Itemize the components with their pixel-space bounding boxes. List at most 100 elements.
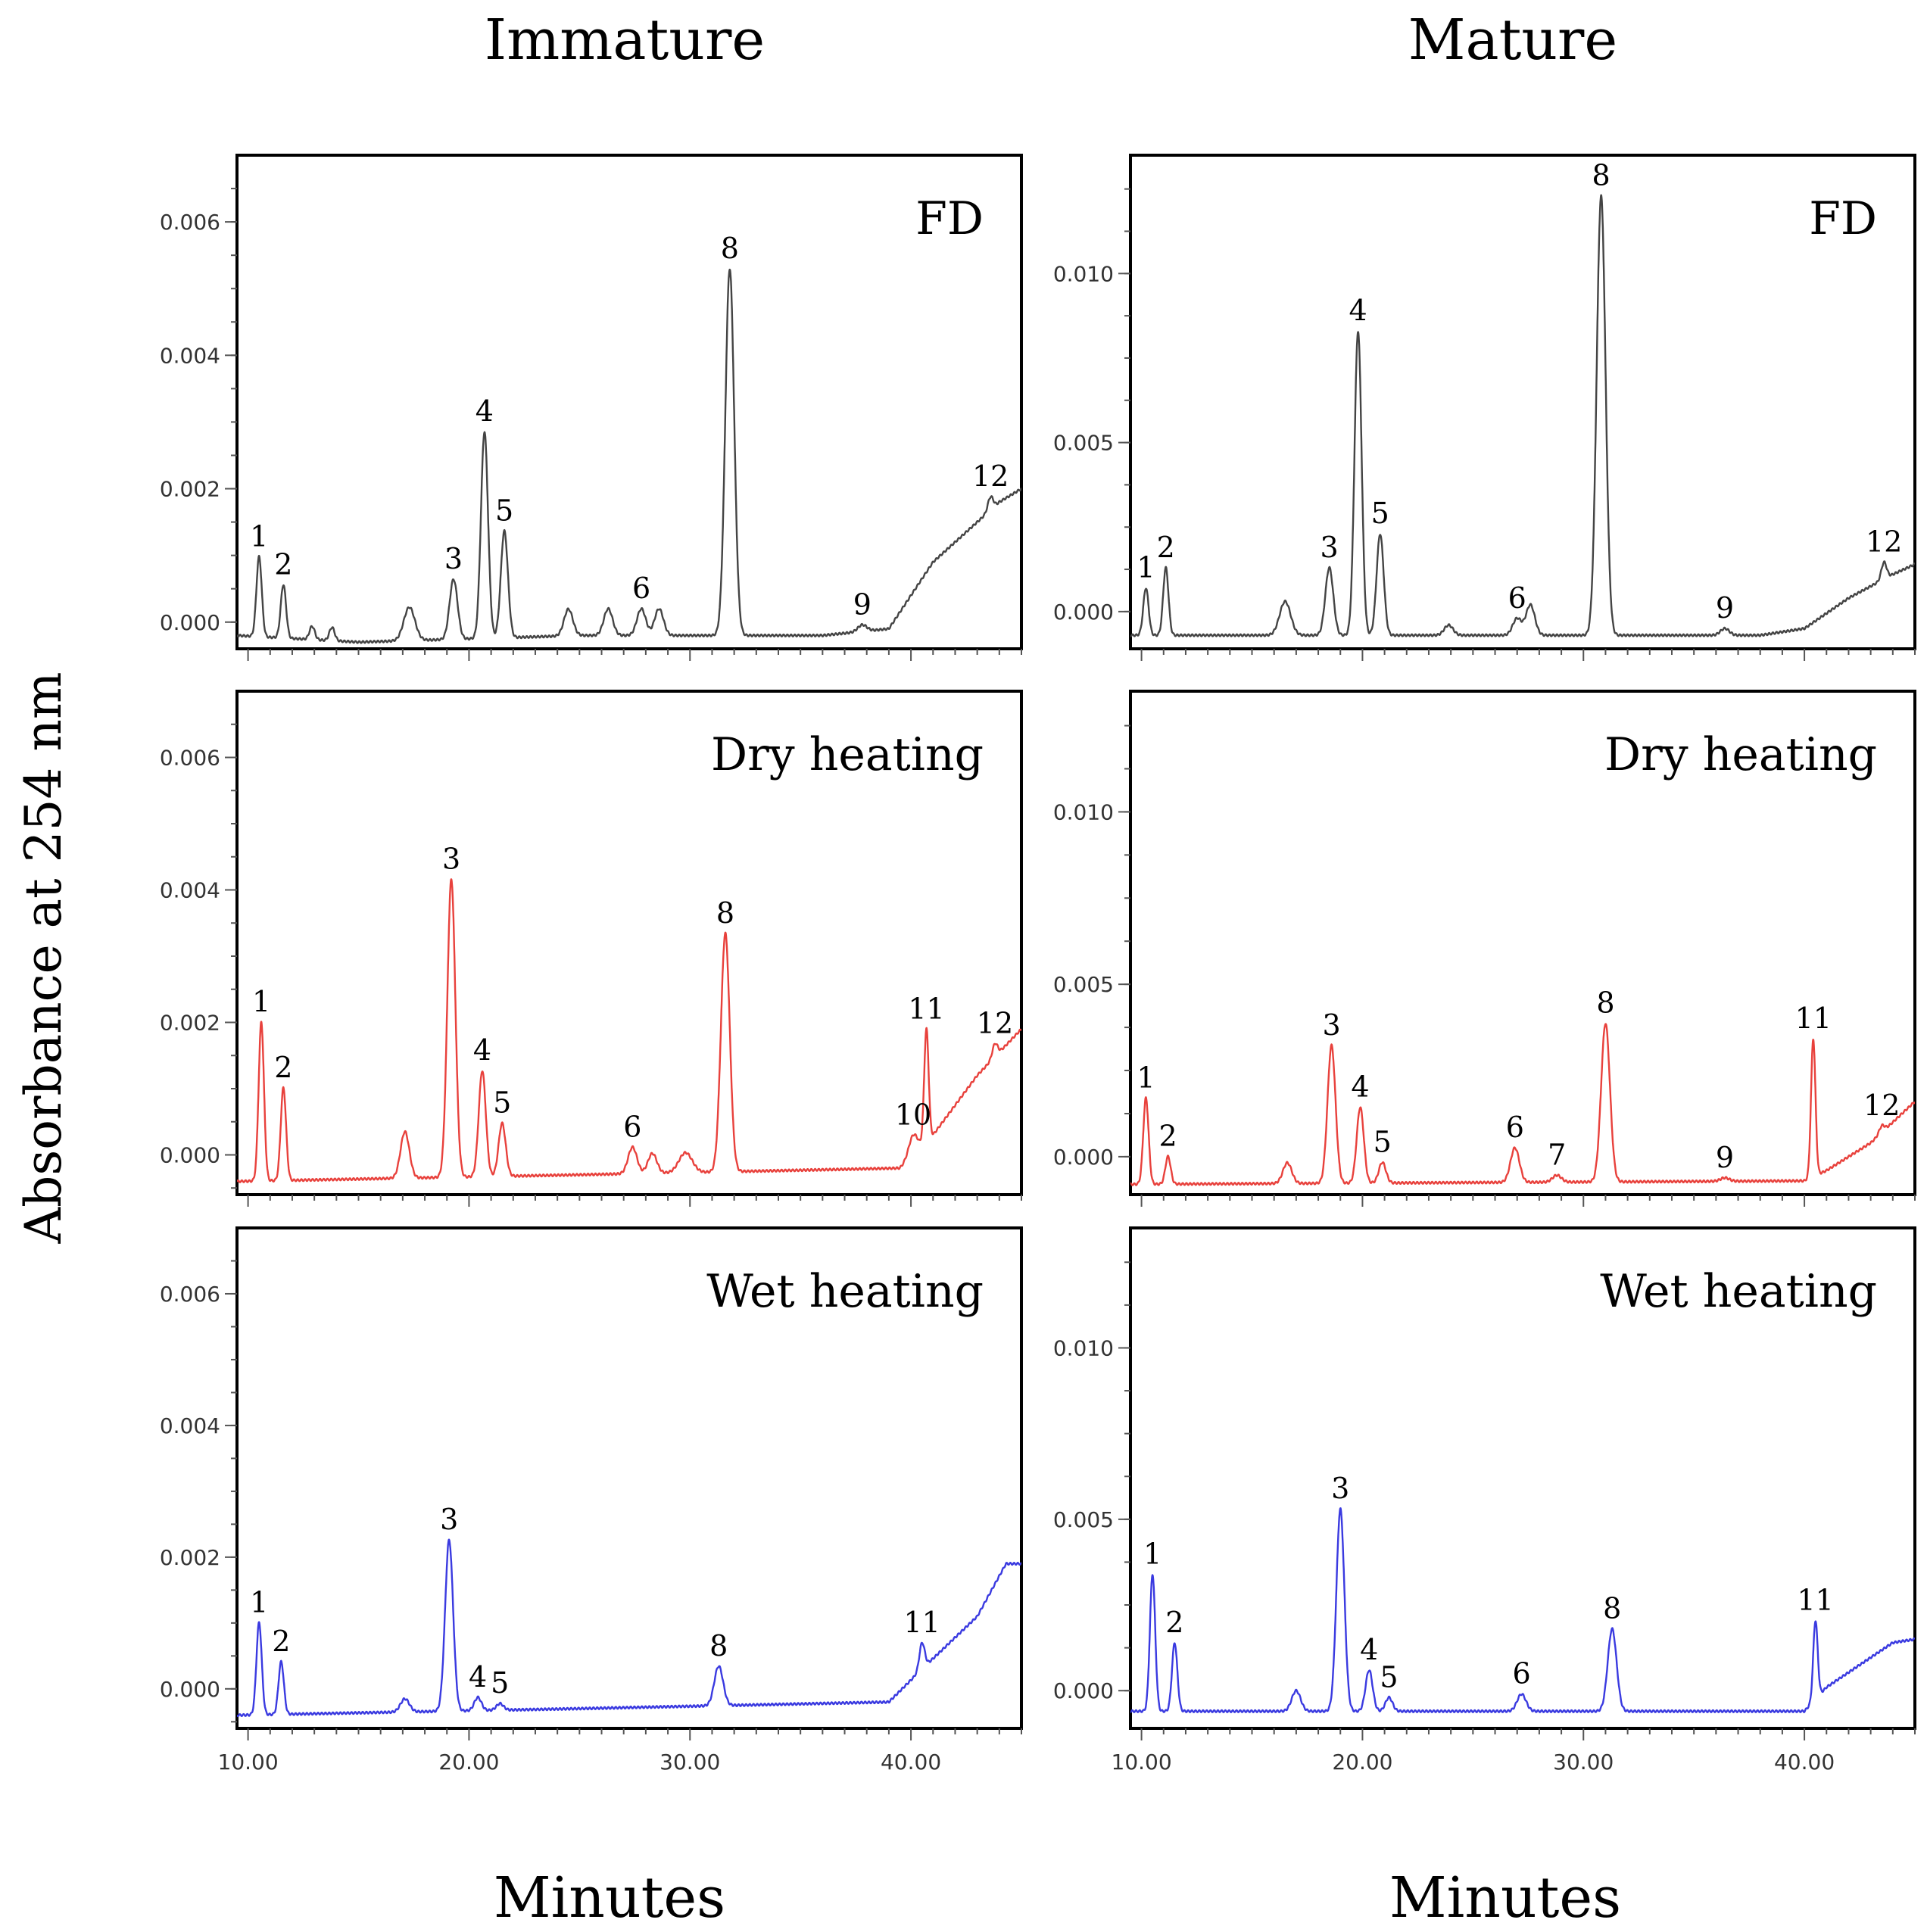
x-tick-label: 40.00 [1774,1750,1835,1775]
peak-label-5: 5 [491,1666,509,1700]
peak-label-9: 9 [1716,591,1734,625]
y-tick-label: 0.006 [160,210,220,235]
y-tick-label: 0.005 [1053,431,1114,456]
peak-label-8: 8 [1596,986,1614,1020]
peak-label-1: 1 [1137,1061,1155,1094]
y-tick-label: 0.002 [160,1011,220,1036]
peak-label-9: 9 [1716,1141,1734,1174]
y-tick-label: 0.002 [160,477,220,502]
panel-title: FD [915,192,984,245]
peak-label-3: 3 [440,1503,458,1536]
peak-label-6: 6 [632,572,650,605]
plot-frame [1129,1226,1916,1730]
panel-title: Wet heating [1600,1265,1877,1318]
peak-label-6: 6 [623,1110,641,1143]
panel-immature-wet-heating: 0.000 0.002 0.004 0.006 10.00 20.00 30.00 40.00… [160,1226,1023,1775]
peak-label-3: 3 [444,542,463,575]
plot-frame [235,690,1023,1196]
y-tick-label: 0.010 [1053,799,1114,824]
y-tick-label: 0.000 [1053,1145,1114,1170]
peak-label-6: 6 [1506,1111,1524,1144]
y-axis-label: Absorbance at 254 nm [14,672,73,1244]
peak-label-8: 8 [1592,159,1611,192]
panel-title: Wet heating [706,1265,984,1318]
y-tick-label: 0.004 [160,343,220,368]
x-tick-label: 30.00 [1553,1750,1614,1775]
panel-mature-fd: 0.000 0.005 0.010 12 3 4 5 6 8 9 12 FD [1053,154,1916,661]
peak-label-1: 1 [1143,1537,1162,1570]
peak-label-5: 5 [1380,1660,1398,1694]
y-tick-label: 0.000 [1053,1678,1114,1703]
peak-label-2: 2 [272,1625,290,1658]
chromatogram-trace [237,1538,1021,1718]
peak-label-12: 12 [1866,525,1902,559]
panel-immature-fd: 0.000 0.002 0.004 0.006 12 3 4 5 6 8 9 12 FD [160,154,1023,661]
peak-label-5: 5 [495,494,513,527]
peak-label-11: 11 [1797,1583,1833,1616]
peak-label-3: 3 [1321,531,1339,564]
chromatogram-trace [1130,1023,1915,1186]
peak-label-1: 1 [250,1585,268,1619]
peak-label-7: 7 [1548,1138,1566,1171]
plot-frame [235,154,1023,650]
peak-label-9: 9 [853,587,872,621]
peak-label-8: 8 [716,896,734,930]
panel-title: Dry heating [711,728,984,781]
peak-label-4: 4 [473,1033,491,1067]
peak-label-6: 6 [1512,1657,1530,1690]
x-tick-label: 40.00 [881,1750,941,1775]
peak-label-2: 2 [274,1051,292,1084]
plot-frame [235,1226,1023,1730]
peak-label-8: 8 [709,1629,728,1662]
peak-label-11: 11 [908,992,944,1025]
y-tick-label: 0.000 [160,1143,220,1168]
peak-label-2: 2 [1165,1606,1183,1639]
y-tick-label: 0.004 [160,1413,220,1438]
chromatogram-trace [1130,194,1915,637]
peak-label-5: 5 [1374,1125,1392,1158]
panel-title: Dry heating [1604,728,1877,781]
peak-label-4: 4 [469,1660,487,1694]
peak-label-11: 11 [1795,1002,1832,1035]
panel-mature-wet-heating: 0.000 0.005 0.010 10.00 20.00 30.00 40.00 1 2 3 45… [1053,1226,1916,1775]
x-tick-label: 10.00 [218,1750,279,1775]
peak-label-2: 2 [1159,1120,1177,1153]
peak-label-4: 4 [1360,1633,1378,1666]
x-axis-label-right: Minutes [1389,1865,1621,1930]
y-tick-label: 0.010 [1053,1335,1114,1360]
y-tick-label: 0.005 [1053,1507,1114,1532]
y-tick-label: 0.004 [160,878,220,903]
peak-label-11: 11 [903,1606,940,1639]
peak-label-1: 1 [1137,551,1155,584]
peak-label-8: 8 [1603,1592,1621,1625]
peak-label-12: 12 [1863,1089,1900,1122]
peak-label-4: 4 [1349,294,1367,327]
y-tick-label: 0.010 [1053,261,1114,286]
y-tick-label: 0.002 [160,1545,220,1570]
y-tick-label: 0.000 [160,610,220,635]
chromatogram-trace [1130,1507,1915,1713]
peak-label-10: 10 [895,1098,931,1131]
peak-label-8: 8 [721,232,739,265]
y-tick-label: 0.006 [160,1282,220,1307]
x-tick-label: 20.00 [438,1750,499,1775]
peak-label-2: 2 [1157,531,1175,564]
chromatogram-trace [237,878,1021,1183]
peak-label-1: 1 [252,985,270,1018]
peak-label-12: 12 [977,1007,1013,1040]
peak-label-2: 2 [274,547,292,581]
peak-label-3: 3 [1322,1008,1340,1042]
y-tick-label: 0.006 [160,746,220,771]
peak-label-1: 1 [250,519,268,553]
plot-frame [1129,690,1916,1196]
peak-label-12: 12 [972,460,1009,493]
plot-frame [1129,154,1916,650]
x-tick-label: 30.00 [659,1750,720,1775]
peak-label-5: 5 [493,1086,511,1120]
peak-label-4: 4 [1351,1070,1369,1104]
x-axis-label-left: Minutes [494,1865,725,1930]
peak-label-5: 5 [1371,497,1389,530]
